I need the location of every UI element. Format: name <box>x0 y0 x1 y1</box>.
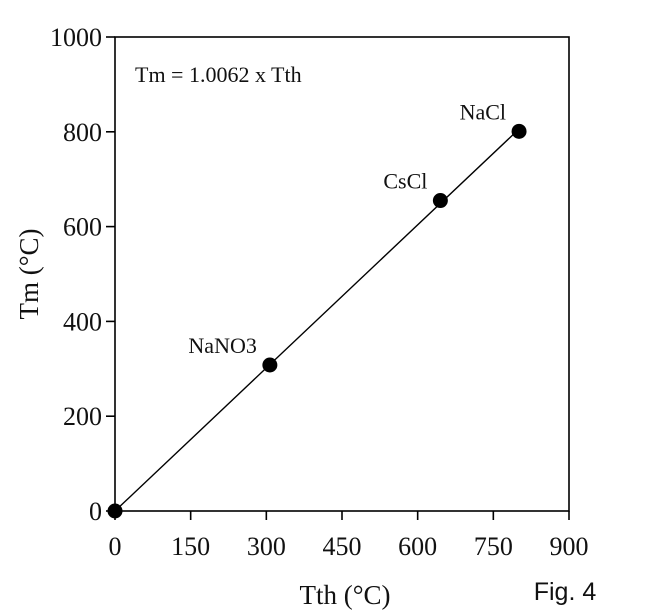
y-tick-label: 1000 <box>50 23 102 52</box>
equation-annotation: Tm = 1.0062 x Tth <box>135 62 302 87</box>
x-tick-label: 0 <box>109 532 122 561</box>
y-tick-label: 600 <box>63 213 102 242</box>
x-tick-label: 300 <box>247 532 286 561</box>
fit-line <box>114 128 520 512</box>
data-point <box>262 357 278 373</box>
y-tick-label: 800 <box>63 118 102 147</box>
point-label: NaCl <box>460 99 506 124</box>
y-tick-label: 200 <box>63 402 102 431</box>
figure-label: Fig. 4 <box>534 578 597 606</box>
x-tick-label: 600 <box>398 532 437 561</box>
y-axis-title: Tm (°C) <box>14 228 44 319</box>
y-tick-label: 400 <box>63 307 102 336</box>
x-tick-label: 450 <box>323 532 362 561</box>
axis-ticks: 0 150 300 450 600 750 900 0 200 400 600 800 1000 <box>50 23 589 561</box>
data-point <box>107 503 123 519</box>
x-axis-title: Tth (°C) <box>299 580 390 610</box>
x-tick-label: 150 <box>171 532 210 561</box>
point-labels: NaNO3 CsCl NaCl <box>188 99 506 358</box>
data-point <box>432 193 448 209</box>
fit-line-group <box>114 128 520 512</box>
point-label: NaNO3 <box>188 333 256 358</box>
point-label: CsCl <box>383 169 427 194</box>
y-tick-label: 0 <box>89 497 102 526</box>
x-tick-label: 900 <box>550 532 589 561</box>
data-points <box>107 123 527 519</box>
data-point <box>511 123 527 139</box>
x-tick-label: 750 <box>474 532 513 561</box>
